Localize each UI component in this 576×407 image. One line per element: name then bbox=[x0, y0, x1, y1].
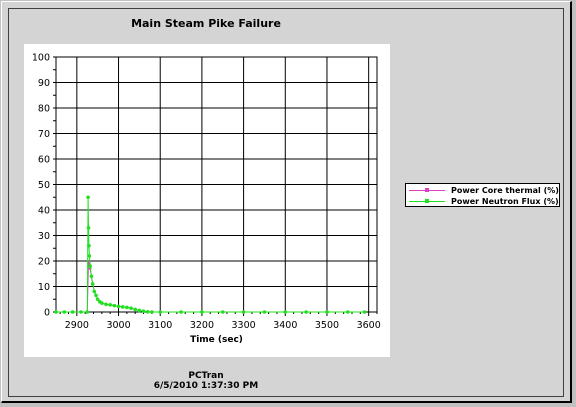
data-point bbox=[120, 305, 125, 309]
data-point bbox=[79, 310, 83, 314]
chart-title: Main Steam Pike Failure bbox=[131, 17, 281, 30]
series-line bbox=[56, 197, 365, 313]
data-point bbox=[325, 310, 329, 314]
legend-swatch-marker bbox=[425, 188, 429, 192]
data-point bbox=[89, 274, 94, 279]
data-point bbox=[304, 310, 308, 314]
y-tick-label: 40 bbox=[38, 206, 50, 217]
data-point bbox=[346, 310, 350, 314]
legend: Power Core thermal (%) Power Neutron Flu… bbox=[405, 183, 560, 207]
footer-timestamp: 6/5/2010 1:37:30 PM bbox=[153, 381, 259, 391]
data-point bbox=[112, 303, 117, 308]
data-point bbox=[200, 310, 204, 314]
data-point bbox=[137, 308, 142, 313]
y-tick-label: 100 bbox=[32, 53, 50, 64]
data-point bbox=[179, 310, 183, 314]
data-point bbox=[283, 310, 288, 314]
data-point bbox=[125, 305, 129, 310]
data-point bbox=[141, 309, 146, 314]
legend-swatch-marker bbox=[425, 199, 429, 203]
legend-item-neutron-flux: Power Neutron Flux (%) bbox=[406, 196, 559, 207]
data-point bbox=[62, 310, 67, 314]
data-point bbox=[86, 195, 90, 200]
data-point bbox=[262, 310, 267, 314]
data-point bbox=[104, 302, 108, 307]
data-point bbox=[90, 282, 95, 286]
data-point bbox=[133, 307, 138, 312]
x-tick-label: 3300 bbox=[232, 320, 256, 331]
data-point bbox=[129, 306, 133, 310]
x-tick-label: 2900 bbox=[65, 320, 89, 331]
y-tick-label: 0 bbox=[44, 308, 50, 319]
data-point bbox=[92, 289, 97, 294]
data-point bbox=[86, 226, 91, 230]
x-tick-label: 3400 bbox=[273, 320, 297, 331]
y-tick-label: 80 bbox=[38, 104, 50, 115]
legend-label: Power Neutron Flux (%) bbox=[451, 197, 559, 206]
data-point bbox=[241, 310, 246, 314]
data-point bbox=[54, 310, 58, 314]
data-point bbox=[100, 301, 104, 305]
data-point bbox=[150, 310, 154, 314]
data-point bbox=[220, 310, 225, 314]
x-axis-label: Time (sec) bbox=[190, 335, 243, 345]
y-tick-label: 70 bbox=[38, 129, 50, 140]
plot-area bbox=[24, 44, 390, 357]
data-point bbox=[88, 264, 92, 268]
y-tick-label: 10 bbox=[38, 282, 50, 293]
data-point bbox=[70, 310, 75, 314]
footer-program-name: PCTran bbox=[188, 371, 224, 381]
y-tick-label: 60 bbox=[38, 155, 50, 166]
data-point bbox=[95, 297, 100, 302]
data-point bbox=[85, 310, 90, 314]
x-tick-label: 3000 bbox=[106, 320, 130, 331]
x-tick-label: 3200 bbox=[190, 320, 214, 331]
data-point bbox=[158, 310, 163, 314]
data-point bbox=[145, 309, 150, 314]
x-tick-label: 3100 bbox=[148, 320, 172, 331]
legend-item-core-thermal: Power Core thermal (%) bbox=[406, 185, 559, 196]
data-point bbox=[362, 310, 367, 314]
legend-label: Power Core thermal (%) bbox=[451, 186, 559, 195]
data-point bbox=[87, 254, 92, 258]
x-tick-label: 3500 bbox=[315, 320, 339, 331]
data-point bbox=[87, 243, 91, 248]
y-tick-label: 20 bbox=[38, 257, 50, 268]
data-point bbox=[108, 303, 112, 307]
y-tick-label: 50 bbox=[38, 180, 50, 191]
y-tick-label: 90 bbox=[38, 78, 50, 89]
data-point bbox=[94, 293, 98, 298]
data-point bbox=[116, 304, 121, 309]
y-tick-label: 30 bbox=[38, 231, 50, 242]
x-tick-label: 3600 bbox=[357, 320, 381, 331]
